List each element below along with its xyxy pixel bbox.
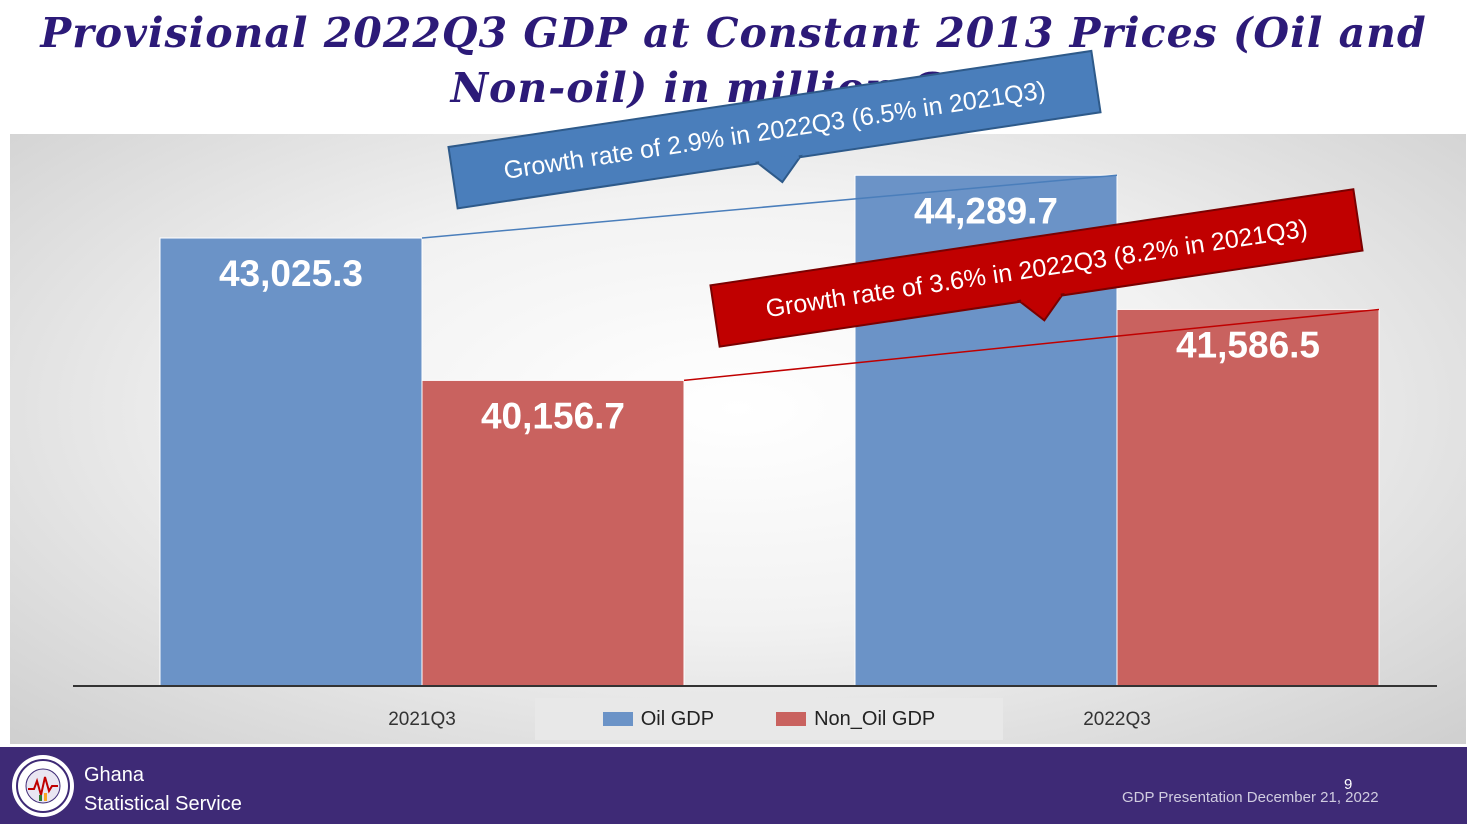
legend-item-non-oil-gdp: Non_Oil GDP: [776, 708, 935, 731]
x-tick-label-2022q3: 2022Q3: [1083, 709, 1151, 730]
legend-swatch-non-oil-gdp: [776, 712, 807, 726]
growth-callout-pointer-joint-oil-gdp: [758, 154, 800, 165]
growth-callout-pointer-joint-non-oil-gdp: [1020, 292, 1062, 303]
footer-caption: GDP Presentation December 21, 2022: [1122, 789, 1379, 806]
data-label-non-oil-gdp-2022q3: 41,586.5: [1176, 324, 1320, 365]
organization-name: Ghana Statistical Service: [84, 761, 242, 819]
statistical-service-seal-icon: [12, 755, 74, 817]
data-label-oil-gdp-2022q3: 44,289.7: [914, 190, 1058, 231]
x-tick-label-2021q3: 2021Q3: [388, 709, 456, 730]
bar-oil-gdp-2021q3: [159, 237, 423, 687]
legend-label-oil-gdp: Oil GDP: [640, 707, 715, 730]
chart-legend: Oil GDP Non_Oil GDP: [535, 698, 1003, 740]
data-label-non-oil-gdp-2021q3: 40,156.7: [481, 395, 625, 436]
legend-swatch-oil-gdp: [602, 712, 633, 726]
footer-bar: Ghana Statistical Service 9 GDP Presenta…: [0, 747, 1467, 824]
trend-line-non-oil-gdp: [683, 308, 1380, 382]
organization-name-line-1: Ghana: [84, 764, 145, 786]
page-number: 9: [1344, 776, 1353, 793]
organization-name-line-2: Statistical Service: [84, 793, 242, 815]
trend-line-oil-gdp: [421, 174, 1118, 239]
bar-non-oil-gdp-2022q3: [1116, 308, 1380, 687]
data-label-oil-gdp-2021q3: 43,025.3: [219, 253, 363, 294]
legend-item-oil-gdp: Oil GDP: [602, 707, 715, 731]
bar-non-oil-gdp-2021q3: [421, 379, 685, 687]
legend-label-non-oil-gdp: Non_Oil GDP: [814, 707, 936, 730]
gdp-bar-chart: 2021Q3 2022Q3 Growth rate of 2.9% in 2022…: [73, 49, 1437, 730]
